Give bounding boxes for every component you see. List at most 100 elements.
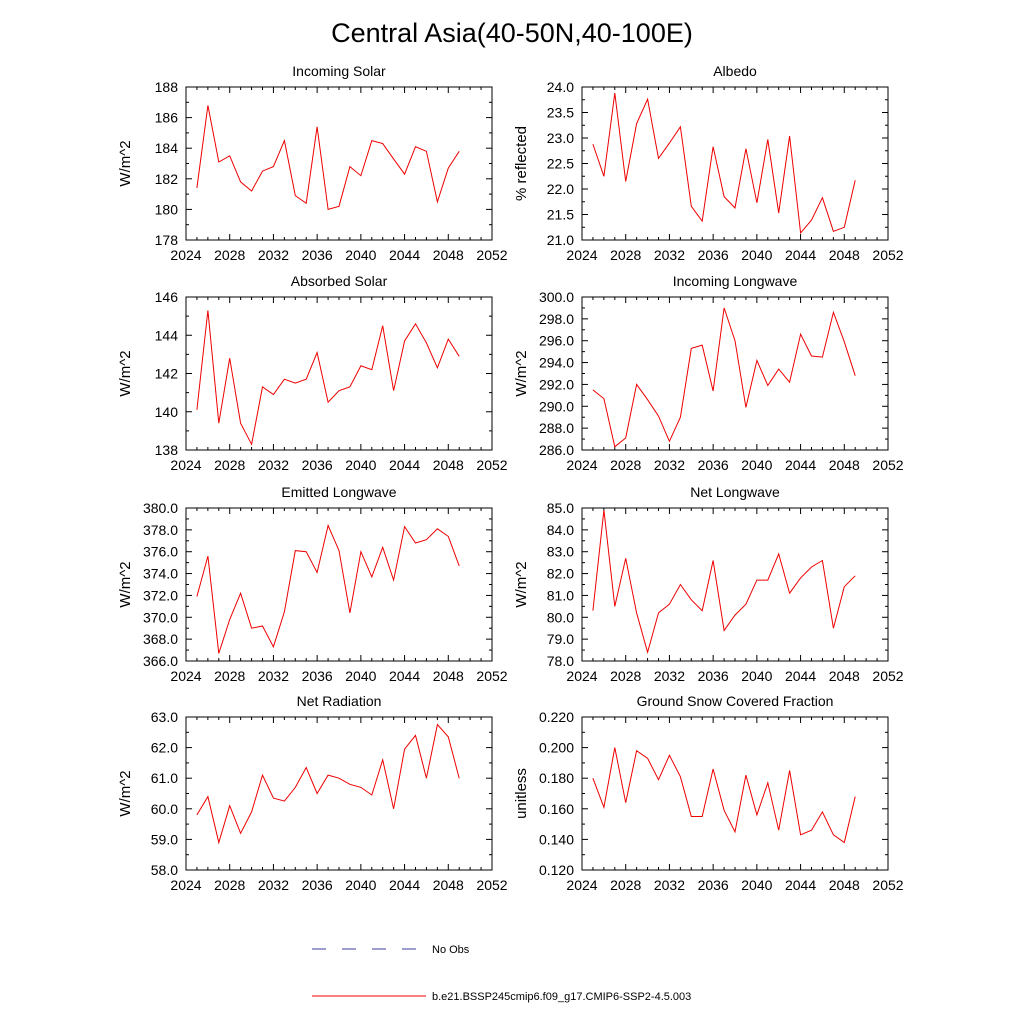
- x-tick-label: 2040: [345, 668, 376, 684]
- x-tick-label: 2036: [698, 877, 729, 893]
- series-line: [592, 93, 856, 235]
- x-tick-label: 2024: [566, 457, 597, 473]
- x-tick-label: 2028: [214, 668, 245, 684]
- x-tick-label: 2052: [476, 877, 507, 893]
- y-tick-label: 292.0: [539, 376, 574, 392]
- y-axis-label: W/m^2: [513, 350, 530, 396]
- panel-title: Net Longwave: [690, 484, 780, 500]
- x-tick-label: 2052: [872, 247, 903, 263]
- x-tick-label: 2024: [170, 877, 201, 893]
- chart-panel-4: Incoming Longwave W/m^2 2024 2028 2032 2036 20…: [513, 273, 904, 473]
- x-tick-label: 2040: [345, 457, 376, 473]
- y-tick-label: 63.0: [151, 709, 178, 725]
- y-tick-label: 372.0: [143, 587, 178, 603]
- x-tick-label: 2052: [476, 668, 507, 684]
- x-tick-label: 2032: [258, 668, 289, 684]
- y-tick-label: 182: [155, 171, 179, 187]
- y-tick-label: 288.0: [539, 420, 574, 436]
- x-tick-label: 2048: [433, 457, 464, 473]
- y-tick-label: 60.0: [151, 801, 178, 817]
- series-line: [196, 105, 460, 211]
- panel-title: Albedo: [713, 63, 757, 79]
- x-tick-label: 2032: [258, 877, 289, 893]
- y-axis-label: W/m^2: [513, 561, 530, 607]
- y-tick-label: 138: [155, 442, 179, 458]
- legend-label-no-obs: No Obs: [432, 944, 470, 956]
- x-tick-label: 2052: [872, 457, 903, 473]
- chart-panel-5: Emitted Longwave W/m^2 2024 2028 2032 2036 204…: [117, 484, 508, 684]
- y-axis-label: W/m^2: [117, 770, 134, 816]
- y-tick-label: 142: [155, 366, 179, 382]
- plot-frame: [185, 507, 493, 662]
- y-tick-label: 21.5: [547, 207, 574, 223]
- x-tick-label: 2036: [698, 668, 729, 684]
- y-tick-label: 80.0: [547, 609, 574, 625]
- chart-panel-8: Ground Snow Covered Fraction unitless 2024…: [513, 693, 904, 893]
- x-tick-label: 2040: [345, 877, 376, 893]
- y-tick-label: 188: [155, 79, 179, 95]
- x-tick-label: 2024: [170, 457, 201, 473]
- x-tick-label: 2024: [170, 247, 201, 263]
- x-tick-label: 2028: [610, 877, 641, 893]
- series-line: [592, 510, 856, 655]
- x-tick-label: 2044: [389, 877, 420, 893]
- panel-title: Incoming Solar: [292, 63, 386, 79]
- x-tick-label: 2044: [389, 668, 420, 684]
- x-tick-label: 2048: [829, 668, 860, 684]
- figure-title: Central Asia(40-50N,40-100E): [331, 18, 693, 48]
- plot-frame: [185, 86, 493, 241]
- y-tick-label: 0.200: [539, 740, 574, 756]
- series-line: [592, 747, 856, 844]
- y-tick-label: 300.0: [539, 289, 574, 305]
- panel-title: Absorbed Solar: [291, 273, 388, 289]
- y-tick-label: 85.0: [547, 500, 574, 516]
- x-tick-label: 2028: [214, 877, 245, 893]
- x-tick-label: 2044: [785, 247, 816, 263]
- x-tick-label: 2036: [302, 668, 333, 684]
- y-tick-label: 184: [155, 140, 179, 156]
- y-tick-label: 378.0: [143, 522, 178, 538]
- x-tick-label: 2036: [698, 247, 729, 263]
- legend: No Obs b.e21.BSSP245cmip6.f09_g17.CMIP6-…: [312, 944, 691, 1003]
- series-line: [592, 307, 856, 448]
- y-tick-label: 178: [155, 232, 179, 248]
- y-tick-label: 78.0: [547, 653, 574, 669]
- y-axis-label: unitless: [513, 768, 530, 819]
- y-tick-label: 59.0: [151, 831, 178, 847]
- x-tick-label: 2028: [610, 457, 641, 473]
- x-tick-label: 2032: [654, 247, 685, 263]
- x-tick-label: 2044: [389, 247, 420, 263]
- y-tick-label: 23.5: [547, 105, 574, 121]
- panel-title: Incoming Longwave: [673, 273, 798, 289]
- x-tick-label: 2028: [610, 247, 641, 263]
- panel-title: Net Radiation: [297, 693, 382, 709]
- y-tick-label: 368.0: [143, 631, 178, 647]
- x-tick-label: 2036: [302, 457, 333, 473]
- x-tick-label: 2032: [654, 668, 685, 684]
- y-tick-label: 21.0: [547, 232, 574, 248]
- y-tick-label: 286.0: [539, 442, 574, 458]
- y-tick-label: 146: [155, 289, 179, 305]
- y-tick-label: 22.0: [547, 181, 574, 197]
- y-tick-label: 0.120: [539, 862, 574, 878]
- y-tick-label: 62.0: [151, 740, 178, 756]
- x-tick-label: 2032: [258, 457, 289, 473]
- x-tick-label: 2028: [214, 457, 245, 473]
- plot-frame: [581, 507, 889, 662]
- x-tick-label: 2024: [566, 247, 597, 263]
- chart-panel-6: Net Longwave W/m^2 2024 2028 2032 2036 2040 204…: [513, 484, 904, 684]
- y-tick-label: 290.0: [539, 398, 574, 414]
- x-tick-label: 2024: [170, 668, 201, 684]
- series-line: [196, 523, 460, 654]
- x-tick-label: 2048: [829, 247, 860, 263]
- x-tick-label: 2028: [214, 247, 245, 263]
- y-tick-label: 296.0: [539, 333, 574, 349]
- y-tick-label: 186: [155, 110, 179, 126]
- x-tick-label: 2044: [785, 877, 816, 893]
- y-tick-label: 0.140: [539, 831, 574, 847]
- y-tick-label: 0.220: [539, 709, 574, 725]
- x-tick-label: 2044: [389, 457, 420, 473]
- series-line: [196, 310, 460, 446]
- x-tick-label: 2052: [872, 668, 903, 684]
